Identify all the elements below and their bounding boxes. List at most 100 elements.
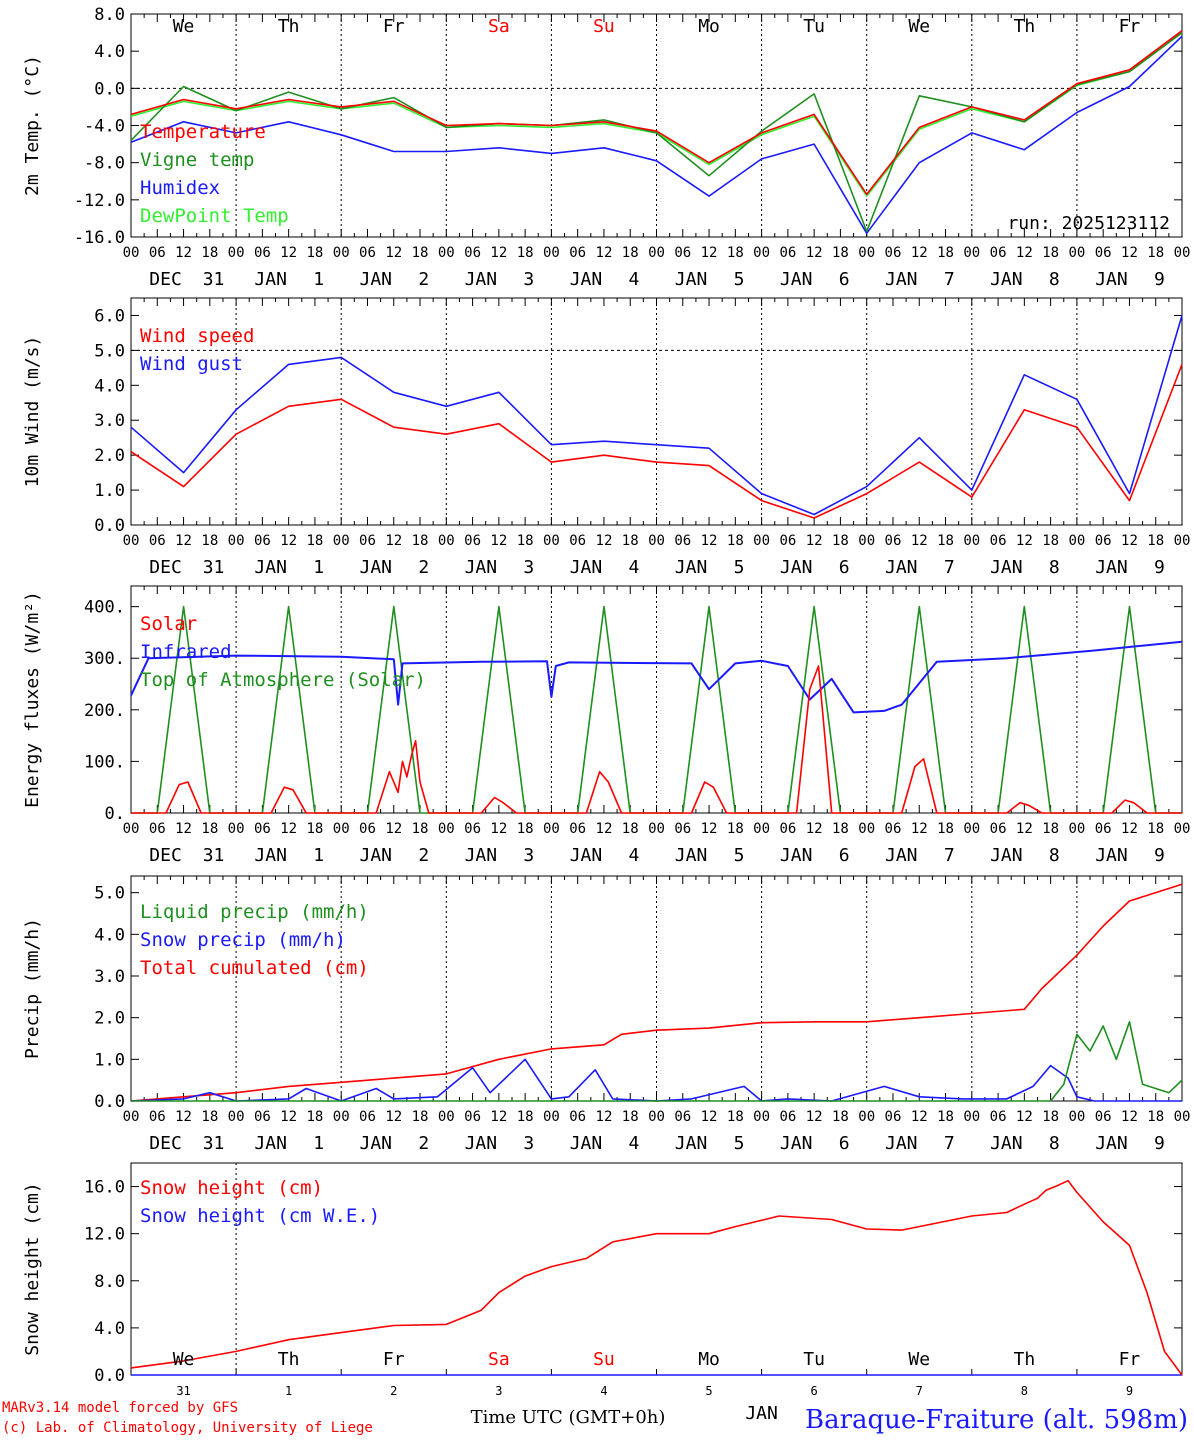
hour-label: 12 xyxy=(1121,533,1138,549)
y-tick-label: 1.0 xyxy=(94,481,125,501)
y-tick-label: 4.0 xyxy=(94,376,125,396)
date-month-label: JAN xyxy=(465,845,498,866)
hour-label: 12 xyxy=(385,821,402,837)
y-tick-label: 300. xyxy=(84,649,125,669)
date-day-label: 2 xyxy=(418,1133,429,1154)
date-month-label: JAN xyxy=(359,845,392,866)
y-tick-label: 3.0 xyxy=(94,967,125,987)
hour-label: 00 xyxy=(1068,533,1085,549)
date-month-label: DEC xyxy=(149,557,182,578)
hour-label: 18 xyxy=(832,1109,849,1125)
series-line-total-cumulated-cm- xyxy=(130,883,1183,1102)
hour-label: 18 xyxy=(517,533,534,549)
weekday-label: Tu xyxy=(803,16,825,37)
y-tick-label: 0.0 xyxy=(94,1366,125,1386)
hour-label: 18 xyxy=(201,533,218,549)
hour-label: 18 xyxy=(1147,245,1164,261)
hour-label: 18 xyxy=(1042,245,1059,261)
hour-label: 00 xyxy=(228,533,245,549)
date-month-label: JAN xyxy=(990,557,1023,578)
weekday-label: Th xyxy=(278,1349,300,1370)
hour-label: 12 xyxy=(490,821,507,837)
hour-label: 06 xyxy=(674,821,691,837)
date-month-label: JAN xyxy=(1095,269,1128,290)
date-month-label: JAN xyxy=(780,1133,813,1154)
hour-label: 12 xyxy=(1121,1109,1138,1125)
y-tick-label: 2.0 xyxy=(94,446,125,466)
y-tick-label: 12.0 xyxy=(84,1225,125,1245)
hour-label: 00 xyxy=(228,1109,245,1125)
date-month-label: JAN xyxy=(359,557,392,578)
date-month-label: DEC xyxy=(149,269,182,290)
hour-label: 06 xyxy=(885,533,902,549)
hour-label: 00 xyxy=(438,245,455,261)
date-month-label: JAN xyxy=(990,269,1023,290)
hour-label: 12 xyxy=(911,533,928,549)
hour-label: 18 xyxy=(727,821,744,837)
hour-label: 12 xyxy=(701,1109,718,1125)
date-month-label: JAN xyxy=(780,269,813,290)
hour-label: 18 xyxy=(832,533,849,549)
weekday-label: Fr xyxy=(383,1349,405,1370)
hour-label: 00 xyxy=(648,1109,665,1125)
date-month-label: DEC xyxy=(149,845,182,866)
hour-label: 18 xyxy=(832,821,849,837)
weekday-label: Fr xyxy=(383,16,405,37)
hour-label: 12 xyxy=(175,1109,192,1125)
date-day-label: 6 xyxy=(839,845,850,866)
date-day-label: 5 xyxy=(734,557,745,578)
date-day-label: 7 xyxy=(944,845,955,866)
hour-label: 00 xyxy=(753,533,770,549)
legend-liquid-precip-mm-h-: Liquid precip (mm/h) xyxy=(140,901,369,923)
date-day-label: 1 xyxy=(313,557,324,578)
date-day-label: 7 xyxy=(944,1133,955,1154)
date-day-label: 6 xyxy=(839,557,850,578)
date-day-label: 8 xyxy=(1049,557,1060,578)
y-tick-label: -16.0 xyxy=(74,228,125,248)
hour-label: 06 xyxy=(569,245,586,261)
legend-snow-precip-mm-h-: Snow precip (mm/h) xyxy=(140,929,346,951)
date-month-label: JAN xyxy=(570,845,603,866)
date-month-label: JAN xyxy=(465,269,498,290)
weekday-label: We xyxy=(173,16,195,37)
date-month-label: JAN xyxy=(254,269,287,290)
hour-label: 18 xyxy=(727,1109,744,1125)
hour-label: 18 xyxy=(937,245,954,261)
hour-label: 12 xyxy=(280,1109,297,1125)
hour-label: 12 xyxy=(1121,821,1138,837)
weekday-label: We xyxy=(173,1349,195,1370)
hour-label: 06 xyxy=(990,1109,1007,1125)
hour-label: 12 xyxy=(175,245,192,261)
date-day-label: 4 xyxy=(629,1133,640,1154)
hour-label: 12 xyxy=(596,1109,613,1125)
hour-label: 12 xyxy=(385,1109,402,1125)
hour-label: 00 xyxy=(963,245,980,261)
hour-label: 18 xyxy=(201,245,218,261)
date-month-label: JAN xyxy=(990,845,1023,866)
hour-label: 06 xyxy=(149,533,166,549)
hour-label: 18 xyxy=(727,245,744,261)
hour-label: 18 xyxy=(306,1109,323,1125)
hour-label: 00 xyxy=(333,245,350,261)
weekday-label: We xyxy=(908,1349,930,1370)
weekday-label: Th xyxy=(1014,16,1036,37)
hour-label: 00 xyxy=(228,821,245,837)
hour-label: 18 xyxy=(306,821,323,837)
series-line-solar xyxy=(131,665,1182,814)
panel-5: 31 1 2 3 4 5 6 7 8 9 JAN 0.0 4.0 8.0 12.0 16.0 Snow heig… xyxy=(22,1162,1183,1424)
hour-label: 12 xyxy=(596,533,613,549)
hour-label: 12 xyxy=(806,245,823,261)
hour-label: 00 xyxy=(1174,533,1191,549)
hour-label: 12 xyxy=(911,821,928,837)
date-day-label: 5 xyxy=(734,845,745,866)
y-tick-label: 8.0 xyxy=(94,1272,125,1292)
y-tick-label: 400. xyxy=(84,598,125,618)
hour-label: 00 xyxy=(1174,245,1191,261)
hour-label: 00 xyxy=(753,245,770,261)
hour-label: 06 xyxy=(674,245,691,261)
date-day-label: 8 xyxy=(1049,1133,1060,1154)
hour-label: 12 xyxy=(280,821,297,837)
hour-label: 06 xyxy=(464,245,481,261)
series-line-wind-gust xyxy=(130,315,1183,516)
